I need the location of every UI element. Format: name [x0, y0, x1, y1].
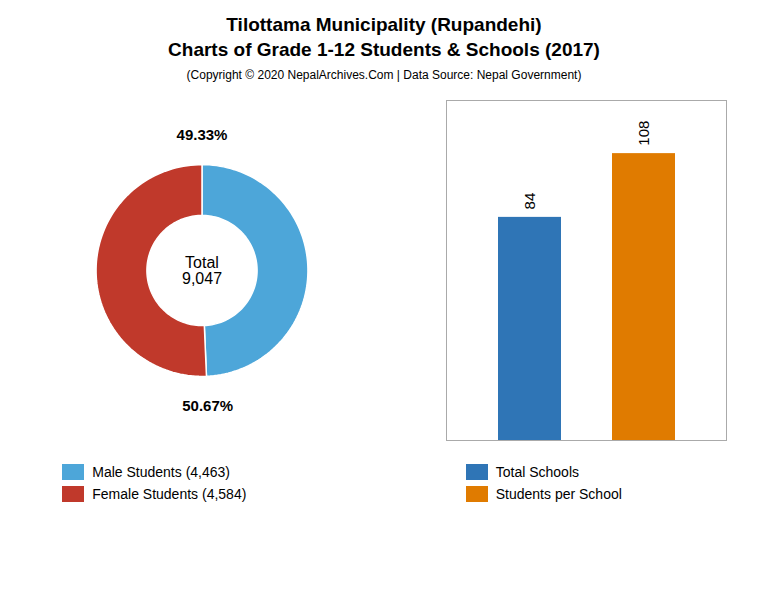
svg-text:84: 84	[521, 193, 538, 210]
html-text:Total Schools: Total Schools	[495, 464, 579, 480]
svg-text:50.67%: 50.67%	[183, 397, 234, 414]
html-text:Charts of Grade 1-12 Students: Charts of Grade 1-12 Students & Schools …	[168, 39, 600, 60]
svg-text:108: 108	[635, 121, 652, 146]
html-text:Students per School: Students per School	[495, 486, 622, 502]
html-text:Female Students (4,584): Female Students (4,584)	[92, 486, 247, 502]
svg-text:49.33%: 49.33%	[177, 126, 228, 143]
html-text:(Copyright © 2020 NepalArchive: (Copyright © 2020 NepalArchives.Com | Da…	[186, 68, 582, 82]
html-text:Tilottama Municipality (Rupand: Tilottama Municipality (Rupandehi)	[226, 14, 542, 35]
svg-text:Total9,047: Total9,047	[182, 254, 222, 287]
html-text:Male Students (4,463): Male Students (4,463)	[92, 464, 230, 480]
